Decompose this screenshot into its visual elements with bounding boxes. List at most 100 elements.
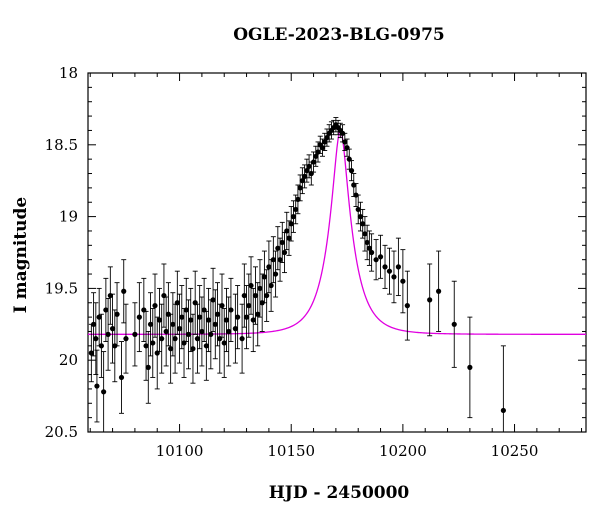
data-point-group bbox=[93, 302, 99, 376]
data-point bbox=[355, 206, 361, 213]
data-point bbox=[293, 206, 299, 213]
data-point bbox=[170, 321, 176, 327]
data-point-group bbox=[96, 287, 102, 347]
data-point bbox=[275, 245, 281, 251]
data-point bbox=[313, 153, 319, 159]
data-point bbox=[197, 314, 203, 320]
data-point bbox=[88, 350, 94, 356]
data-point bbox=[404, 303, 410, 309]
data-point-group bbox=[377, 234, 384, 279]
data-point bbox=[136, 314, 142, 320]
data-point bbox=[188, 317, 194, 323]
data-point bbox=[248, 282, 254, 289]
data-point-group bbox=[286, 220, 292, 256]
data-point-group bbox=[121, 259, 127, 324]
data-point-group bbox=[275, 226, 281, 271]
data-point-group bbox=[467, 316, 473, 419]
y-tick-label: 18 bbox=[59, 64, 78, 82]
data-point bbox=[246, 303, 252, 309]
data-point bbox=[373, 257, 379, 263]
data-point bbox=[322, 139, 328, 145]
data-point-group bbox=[90, 292, 97, 357]
data-point bbox=[386, 268, 393, 274]
data-point-group bbox=[152, 273, 158, 338]
data-point bbox=[103, 307, 109, 313]
data-point bbox=[143, 343, 149, 349]
data-point-group bbox=[172, 303, 178, 374]
y-tick-label: 19 bbox=[59, 208, 78, 226]
data-point bbox=[243, 314, 250, 320]
data-point-group bbox=[103, 277, 109, 342]
data-point-group bbox=[212, 289, 218, 360]
data-point-group bbox=[132, 302, 138, 367]
data-point bbox=[226, 328, 232, 335]
data-point-group bbox=[279, 221, 285, 264]
data-point bbox=[98, 343, 104, 349]
data-point-group bbox=[147, 292, 154, 357]
data-point-group bbox=[228, 277, 234, 342]
data-point-group bbox=[179, 285, 185, 350]
data-point-group bbox=[239, 303, 245, 374]
data-point bbox=[400, 278, 406, 284]
data-point-group bbox=[404, 270, 410, 341]
data-point-group bbox=[185, 299, 192, 370]
data-point bbox=[96, 314, 102, 320]
data-point-group bbox=[427, 263, 433, 337]
data-point-group bbox=[243, 285, 250, 350]
axis-ticks: 10100 10150 10200 10250 18 18.5 19 19.5 20 20.5 bbox=[45, 64, 586, 460]
data-point bbox=[235, 314, 241, 320]
data-point bbox=[176, 326, 183, 332]
chart-title: OGLE-2023-BLG-0975 bbox=[233, 25, 445, 45]
data-point-group bbox=[436, 250, 442, 332]
data-point-group bbox=[324, 128, 330, 147]
data-point bbox=[250, 317, 256, 323]
data-point bbox=[357, 214, 364, 220]
data-point bbox=[221, 340, 227, 346]
y-tick-label: 19.5 bbox=[45, 279, 78, 297]
data-point-group bbox=[98, 313, 104, 378]
data-point-group bbox=[194, 303, 201, 374]
data-point-group bbox=[250, 287, 256, 353]
data-point-group bbox=[357, 201, 364, 232]
data-point-group bbox=[159, 303, 165, 374]
data-point bbox=[93, 336, 99, 342]
data-point-group bbox=[163, 296, 169, 367]
data-point-group bbox=[272, 250, 279, 298]
data-point bbox=[199, 328, 205, 335]
data-point bbox=[364, 239, 370, 246]
data-point bbox=[500, 407, 506, 414]
data-point bbox=[208, 331, 214, 337]
data-point-group bbox=[188, 287, 194, 353]
data-point bbox=[310, 159, 317, 165]
data-point bbox=[382, 264, 388, 270]
data-point bbox=[391, 274, 397, 280]
data-point-group bbox=[114, 282, 120, 347]
data-point bbox=[105, 331, 111, 337]
data-point-group bbox=[190, 313, 196, 384]
data-point bbox=[109, 326, 116, 332]
data-point-group bbox=[313, 145, 319, 167]
x-tick-label: 10200 bbox=[379, 442, 427, 460]
data-point-group bbox=[400, 249, 406, 314]
data-point-group bbox=[123, 303, 129, 374]
data-point bbox=[279, 239, 285, 246]
data-point bbox=[205, 317, 212, 323]
data-point bbox=[239, 336, 245, 342]
data-point bbox=[255, 311, 261, 317]
data-point bbox=[436, 288, 442, 294]
data-point bbox=[348, 168, 355, 174]
data-point bbox=[179, 314, 185, 320]
x-tick-label: 10100 bbox=[156, 442, 204, 460]
data-point-group bbox=[373, 239, 379, 281]
data-point bbox=[427, 297, 433, 303]
data-point-group bbox=[362, 216, 368, 252]
data-point bbox=[270, 257, 276, 263]
data-point-group bbox=[156, 287, 163, 353]
data-point-group bbox=[366, 230, 372, 266]
data-point bbox=[174, 300, 180, 306]
data-point-group bbox=[255, 282, 261, 347]
data-point bbox=[297, 185, 303, 191]
data-point bbox=[362, 231, 368, 237]
